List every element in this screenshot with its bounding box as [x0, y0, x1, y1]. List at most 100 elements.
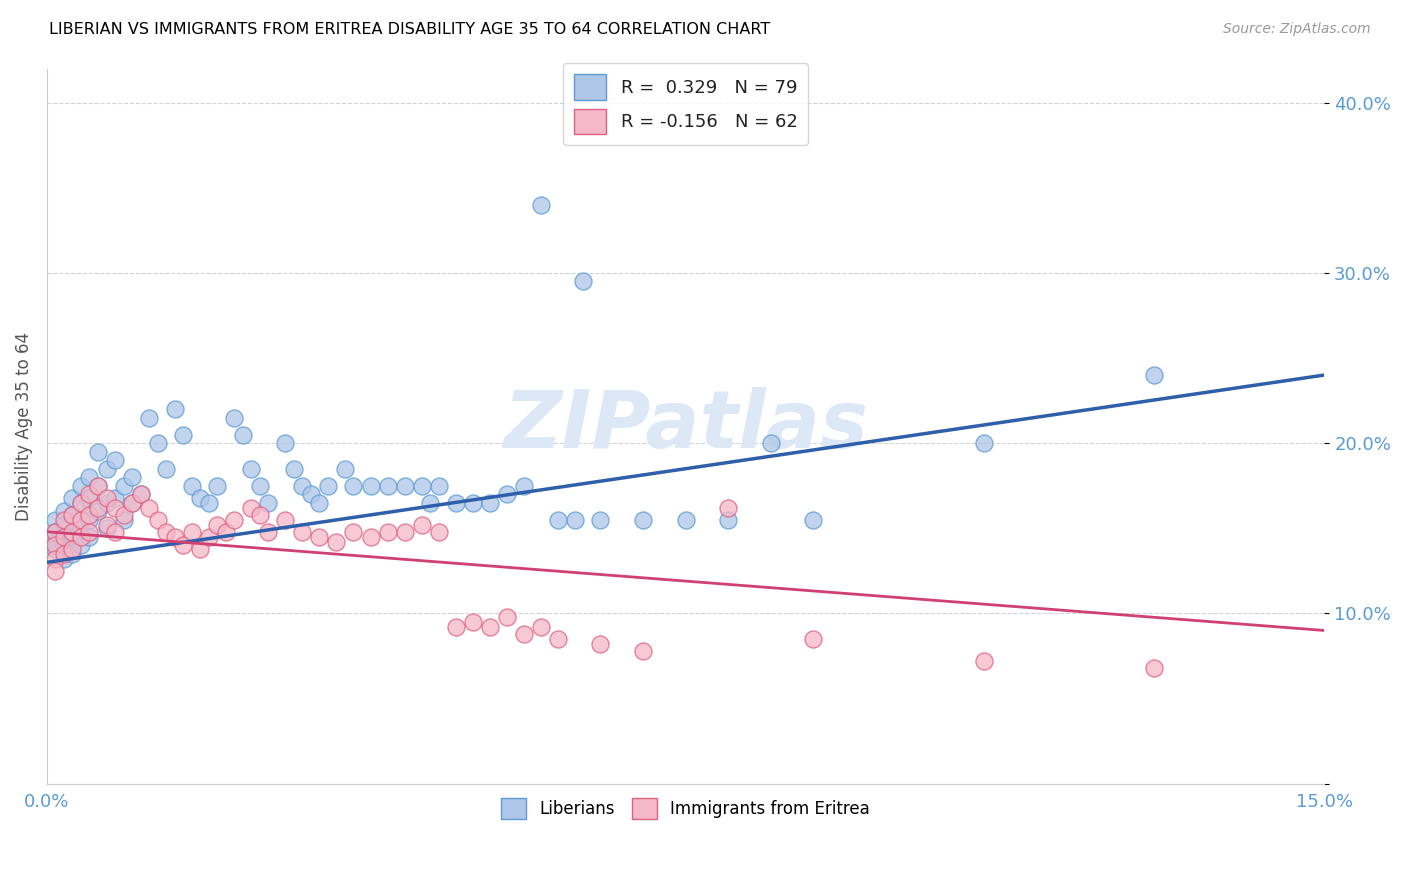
Point	[188, 541, 211, 556]
Point	[172, 538, 194, 552]
Point	[70, 538, 93, 552]
Point	[52, 504, 75, 518]
Point	[973, 654, 995, 668]
Point	[759, 436, 782, 450]
Point	[79, 513, 101, 527]
Point	[283, 461, 305, 475]
Point	[87, 479, 110, 493]
Point	[411, 479, 433, 493]
Point	[52, 547, 75, 561]
Point	[973, 436, 995, 450]
Point	[249, 479, 271, 493]
Point	[44, 513, 66, 527]
Point	[129, 487, 152, 501]
Point	[52, 538, 75, 552]
Point	[62, 541, 84, 556]
Point	[274, 513, 297, 527]
Text: ZIPatlas: ZIPatlas	[503, 387, 868, 465]
Point	[224, 513, 246, 527]
Point	[461, 496, 484, 510]
Point	[52, 552, 75, 566]
Point	[631, 644, 654, 658]
Point	[495, 487, 517, 501]
Point	[394, 479, 416, 493]
Point	[52, 513, 75, 527]
Point	[291, 479, 314, 493]
Point	[121, 496, 143, 510]
Point	[44, 524, 66, 539]
Point	[547, 513, 569, 527]
Point	[96, 517, 118, 532]
Point	[342, 524, 364, 539]
Point	[70, 513, 93, 527]
Point	[360, 479, 382, 493]
Point	[146, 436, 169, 450]
Point	[96, 496, 118, 510]
Point	[52, 530, 75, 544]
Point	[44, 541, 66, 556]
Point	[291, 524, 314, 539]
Legend: Liberians, Immigrants from Eritrea: Liberians, Immigrants from Eritrea	[495, 792, 876, 825]
Point	[44, 564, 66, 578]
Point	[87, 500, 110, 515]
Point	[427, 524, 450, 539]
Point	[803, 513, 825, 527]
Point	[308, 496, 330, 510]
Point	[79, 491, 101, 505]
Point	[257, 524, 280, 539]
Point	[180, 524, 202, 539]
Point	[62, 508, 84, 522]
Point	[155, 461, 177, 475]
Point	[129, 487, 152, 501]
Point	[52, 517, 75, 532]
Point	[530, 620, 553, 634]
Point	[249, 508, 271, 522]
Point	[394, 524, 416, 539]
Point	[62, 508, 84, 522]
Point	[564, 513, 586, 527]
Point	[224, 410, 246, 425]
Point	[70, 521, 93, 535]
Point	[104, 524, 127, 539]
Point	[377, 524, 399, 539]
Point	[325, 535, 347, 549]
Point	[52, 530, 75, 544]
Point	[104, 453, 127, 467]
Point	[495, 610, 517, 624]
Point	[96, 461, 118, 475]
Point	[70, 496, 93, 510]
Point	[70, 479, 93, 493]
Point	[513, 627, 536, 641]
Point	[197, 496, 219, 510]
Point	[138, 410, 160, 425]
Point	[342, 479, 364, 493]
Point	[70, 530, 93, 544]
Point	[163, 402, 186, 417]
Point	[589, 513, 612, 527]
Point	[232, 427, 254, 442]
Point	[240, 461, 263, 475]
Point	[631, 513, 654, 527]
Point	[96, 521, 118, 535]
Point	[589, 637, 612, 651]
Point	[96, 491, 118, 505]
Point	[87, 504, 110, 518]
Point	[215, 524, 238, 539]
Point	[146, 513, 169, 527]
Point	[513, 479, 536, 493]
Point	[155, 524, 177, 539]
Point	[205, 479, 228, 493]
Point	[333, 461, 356, 475]
Point	[62, 530, 84, 544]
Text: LIBERIAN VS IMMIGRANTS FROM ERITREA DISABILITY AGE 35 TO 64 CORRELATION CHART: LIBERIAN VS IMMIGRANTS FROM ERITREA DISA…	[49, 22, 770, 37]
Point	[44, 535, 66, 549]
Point	[478, 496, 501, 510]
Point	[717, 500, 740, 515]
Point	[44, 538, 66, 552]
Point	[79, 524, 101, 539]
Point	[44, 524, 66, 539]
Point	[530, 198, 553, 212]
Point	[70, 496, 93, 510]
Point	[803, 632, 825, 646]
Point	[112, 479, 135, 493]
